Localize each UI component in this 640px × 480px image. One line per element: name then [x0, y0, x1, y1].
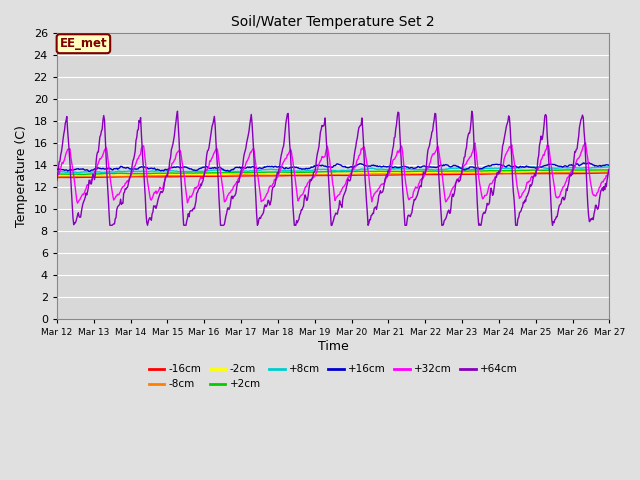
- Legend: -16cm, -8cm, -2cm, +2cm, +8cm, +16cm, +32cm, +64cm: -16cm, -8cm, -2cm, +2cm, +8cm, +16cm, +3…: [145, 360, 522, 394]
- Text: EE_met: EE_met: [60, 37, 108, 50]
- Y-axis label: Temperature (C): Temperature (C): [15, 125, 28, 227]
- Title: Soil/Water Temperature Set 2: Soil/Water Temperature Set 2: [231, 15, 435, 29]
- X-axis label: Time: Time: [317, 339, 348, 352]
